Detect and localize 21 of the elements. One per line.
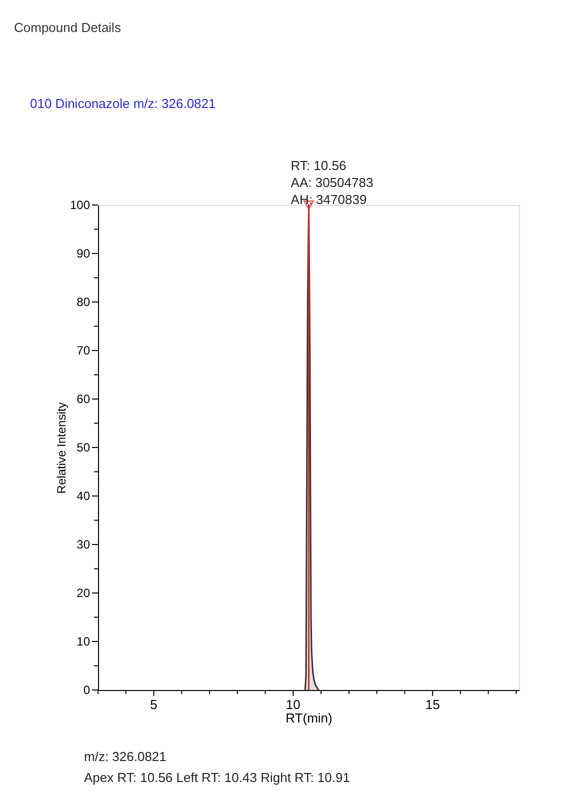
y-tick-label: 20 <box>76 586 90 600</box>
y-tick-label: 60 <box>76 392 90 406</box>
x-axis-title: RT(min) <box>286 710 332 726</box>
y-tick-label: 100 <box>70 198 90 212</box>
x-tick-label: 15 <box>425 697 440 712</box>
y-tick-label: 0 <box>83 683 90 697</box>
y-tick-label: 10 <box>76 634 90 648</box>
y-tick-label: 40 <box>76 489 90 503</box>
y-tick-label: 50 <box>76 440 90 454</box>
text: m/z: 326.0821 <box>84 749 166 764</box>
y-axis-title: Relative Intensity <box>54 402 68 494</box>
text: Apex RT: 10.56 Left RT: 10.43 Right RT: 10.91 <box>84 770 350 785</box>
y-tick-label: 30 <box>76 538 90 552</box>
chart-title: 010 Diniconazole m/z: 326.0821 <box>30 96 216 111</box>
x-tick-label: 5 <box>150 697 158 712</box>
x-tick-label: 10 <box>286 697 300 712</box>
y-tick-label: 80 <box>76 295 90 309</box>
y-tick-label: 70 <box>76 344 90 358</box>
y-tick-label: 90 <box>76 246 90 260</box>
annotation: RT: 10.56 AA: 30504783 AH: 3470839 <box>290 158 374 207</box>
text: Compound Details <box>14 20 122 35</box>
